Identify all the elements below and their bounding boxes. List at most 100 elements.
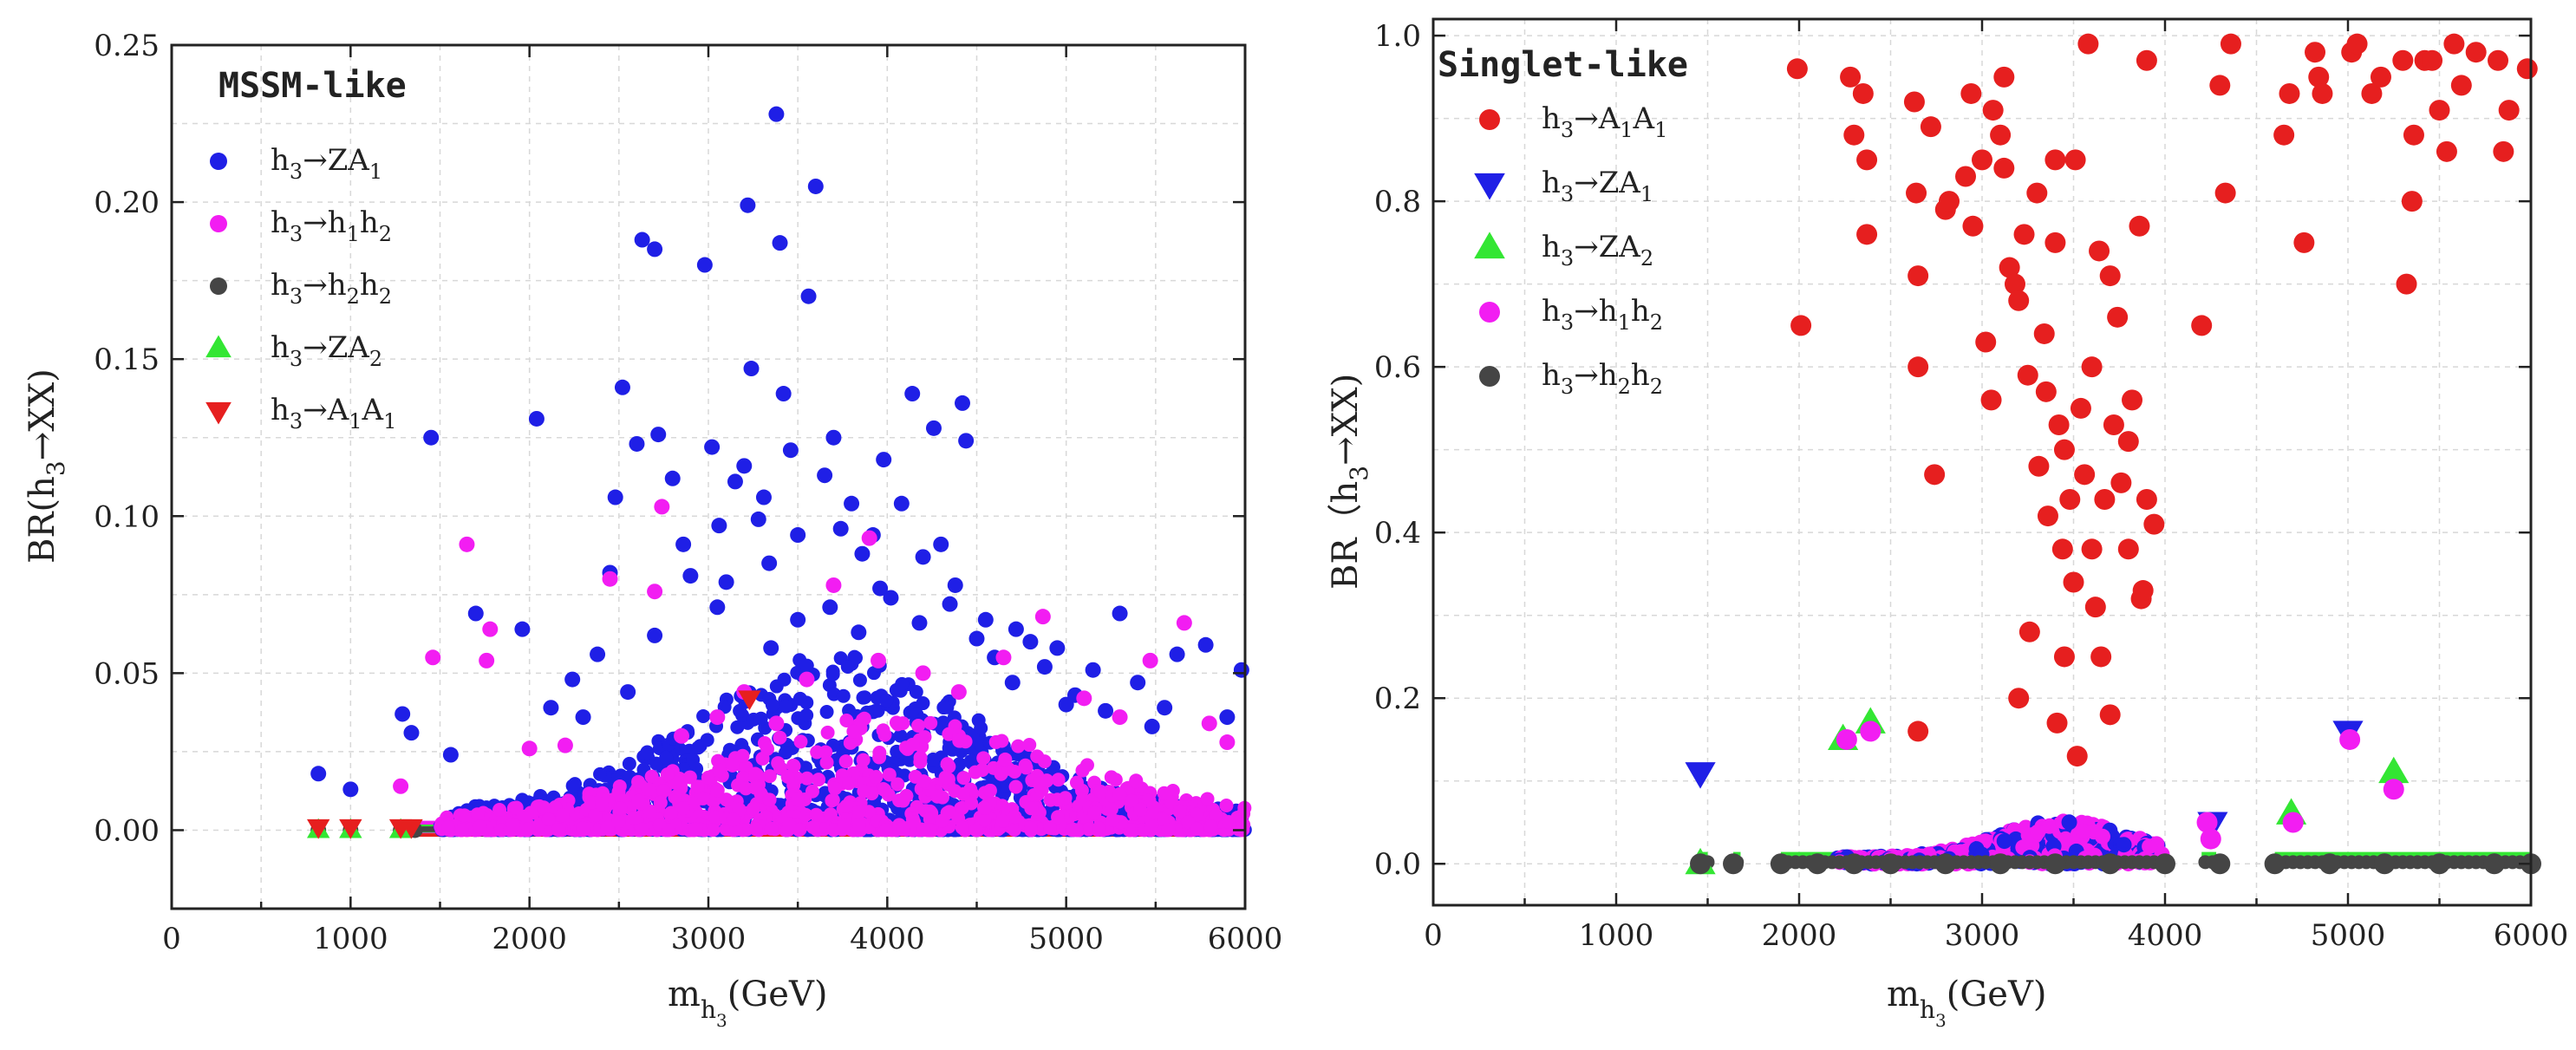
za1-cloud-point xyxy=(895,676,910,691)
right-series-4-point xyxy=(2209,853,2231,875)
x-tick-label: 2000 xyxy=(492,922,567,956)
left-y-axis-label: BR(h3→XX) xyxy=(23,368,70,564)
h1h2-cloud-point xyxy=(799,771,814,786)
left-series-0-point xyxy=(954,395,970,411)
za1-cloud-point xyxy=(753,711,768,726)
right-series-0-point xyxy=(2099,704,2121,726)
right-series-4-point xyxy=(1934,853,1956,875)
h1h2-cloud-point xyxy=(660,767,675,782)
h1h2-cloud-point xyxy=(631,793,646,808)
right-series-0-point xyxy=(2450,75,2472,96)
left-series-0-point xyxy=(1233,662,1249,678)
y-tick-label: 0.15 xyxy=(94,342,160,377)
right-series-1-point xyxy=(1685,762,1716,789)
h1h2-cloud-point xyxy=(1209,808,1223,823)
h1h2-cloud-point xyxy=(890,777,905,792)
legend-marker-1 xyxy=(1474,173,1505,200)
left-series-0-point xyxy=(736,458,753,474)
right-series-0-point xyxy=(2498,100,2520,121)
left-series-0-point xyxy=(942,596,958,612)
left-series-1-point xyxy=(393,778,409,794)
h1h2-cloud-point xyxy=(869,770,884,785)
h1h2-cloud-point xyxy=(1007,823,1021,838)
h1h2-cloud-point xyxy=(760,741,774,756)
right-series-0-point xyxy=(1906,182,1927,204)
h1h2-cloud-point xyxy=(810,745,825,760)
h1h2-cloud-point xyxy=(823,807,838,822)
left-series-4-point xyxy=(339,818,362,839)
right-series-0-point xyxy=(1843,124,1865,146)
x-tick-label: 0 xyxy=(162,922,181,956)
right-series-0-point xyxy=(2008,688,2030,709)
left-series-0-point xyxy=(1049,640,1066,656)
y-tick-label: 1.0 xyxy=(1374,19,1421,54)
right-series-0-point xyxy=(2099,265,2121,287)
legend-marker-0 xyxy=(1479,109,1500,130)
h1h2-cloud-point xyxy=(851,818,866,832)
h1h2-cloud-point xyxy=(762,792,777,807)
h1h2-cloud-point xyxy=(1030,749,1045,764)
right-series-0-point xyxy=(2403,124,2424,146)
left-series-0-point xyxy=(755,489,772,505)
right-series-4-point xyxy=(1723,853,1745,875)
right-series-2-point xyxy=(2378,756,2410,784)
legend-marker-4 xyxy=(1479,366,1500,387)
left-x-axis-label: mh3(GeV) xyxy=(668,975,827,1031)
h1h2-cloud-point xyxy=(541,812,556,827)
right-series-0-point xyxy=(1790,315,1812,336)
legend-marker-1 xyxy=(210,215,227,232)
right-series-0-point xyxy=(2117,431,2139,453)
h1h2-cloud-point xyxy=(732,802,747,817)
y-tick-label: 0.10 xyxy=(94,499,160,534)
left-series-0-point xyxy=(704,439,721,455)
right-series-0-point xyxy=(2066,746,2088,767)
za1-cloud-point xyxy=(792,691,807,706)
right-series-0-point xyxy=(1993,66,2015,88)
right-series-0-point xyxy=(2465,42,2487,63)
x-tick-label: 6000 xyxy=(1208,922,1283,956)
left-series-0-point xyxy=(664,470,681,486)
right-series-0-point xyxy=(2401,191,2423,212)
left-series-1-point xyxy=(1219,734,1236,751)
right-series-0-point xyxy=(2035,381,2057,402)
left-series-0-point xyxy=(947,577,963,593)
h1h2-cloud-point xyxy=(1093,784,1108,799)
right-series-4-point xyxy=(1807,853,1829,875)
right-series-0-point xyxy=(2070,397,2091,419)
left-series-1-point xyxy=(1112,709,1128,726)
right-series-0-point xyxy=(2117,538,2139,560)
za1-cloud-point xyxy=(691,740,706,755)
y-tick-label: 0.4 xyxy=(1374,516,1421,551)
h1h2-cloud-point xyxy=(923,715,938,730)
left-series-0-point xyxy=(607,489,623,505)
left-series-0-point xyxy=(904,386,921,402)
h1h2-cloud-point xyxy=(819,755,834,770)
left-series-1-point xyxy=(1201,715,1217,732)
h1h2-cloud-point xyxy=(938,770,953,785)
h1h2-cloud-point xyxy=(595,797,610,812)
left-series-1-point xyxy=(768,715,785,732)
left-series-0-point xyxy=(1197,636,1214,653)
h1h2-cloud-point xyxy=(576,821,590,836)
h1h2-cloud-point xyxy=(627,811,642,825)
h1h2-cloud-point xyxy=(613,801,628,816)
left-series-0-point xyxy=(968,630,985,647)
h1h2-cloud-point xyxy=(872,746,887,760)
h1h2-cloud-point xyxy=(457,808,472,823)
left-series-1-point xyxy=(654,499,670,515)
left-series-0-point xyxy=(872,580,889,597)
left-series-0-point xyxy=(763,640,779,656)
h1h2-cloud-point xyxy=(968,765,982,779)
left-series-1-point xyxy=(602,571,618,587)
h1h2-cloud-point xyxy=(644,769,659,784)
h1h2-cloud-point xyxy=(793,734,808,749)
right-series-4-point xyxy=(2374,853,2396,875)
legend-label-1: h3→h1h2 xyxy=(271,205,392,246)
h1h2-cloud-point xyxy=(725,758,740,773)
right-series-0-point xyxy=(2429,100,2450,121)
right-series-0-point xyxy=(2493,140,2514,162)
right-series-0-point xyxy=(2033,323,2055,344)
h1h2-cloud-point xyxy=(1043,820,1058,835)
h1h2-cloud-point xyxy=(1051,810,1066,825)
